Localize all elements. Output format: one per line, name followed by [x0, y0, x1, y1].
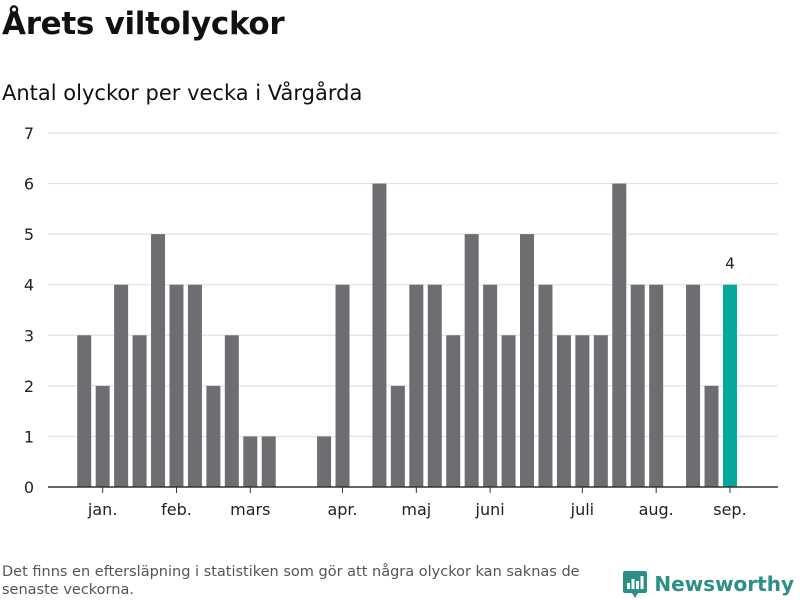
bar — [427, 284, 442, 487]
bar — [612, 183, 627, 488]
brand-name: Newsworthy — [654, 572, 794, 596]
x-tick-label: aug. — [639, 500, 674, 519]
data-label: 4 — [725, 255, 735, 273]
chart-subtitle: Antal olyckor per vecka i Vårgårda — [2, 81, 363, 105]
footnote: Det finns en eftersläpning i statistiken… — [2, 564, 580, 598]
bar — [132, 335, 147, 487]
bar — [704, 385, 719, 487]
bar — [206, 385, 221, 487]
y-axis-ticks: 0 1 2 3 4 5 6 7 — [24, 124, 34, 497]
bar — [575, 335, 590, 487]
bar — [446, 335, 461, 487]
y-tick-label: 6 — [24, 175, 34, 194]
bar — [151, 234, 166, 487]
bar — [261, 436, 276, 487]
bar — [317, 436, 332, 487]
y-tick-label: 2 — [24, 377, 34, 396]
bar — [187, 284, 202, 487]
y-tick-label: 0 — [24, 478, 34, 497]
y-tick-label: 7 — [24, 124, 34, 143]
bar — [224, 335, 239, 487]
y-tick-label: 1 — [24, 427, 34, 446]
brand-logo: Newsworthy — [622, 569, 794, 599]
bar — [77, 335, 92, 487]
x-tick-label: sep. — [713, 500, 746, 519]
x-tick-label: jan. — [87, 500, 117, 519]
bar — [630, 284, 645, 487]
newsworthy-logo-icon — [623, 571, 648, 598]
x-tick-label: mars — [230, 500, 270, 519]
bar — [95, 385, 110, 487]
bars — [77, 183, 737, 488]
x-axis: jan. feb. mars apr. maj juni juli aug. sep. — [48, 486, 778, 519]
bar — [520, 234, 535, 487]
bar — [483, 284, 498, 487]
bar-chart: 0 1 2 3 4 5 6 7 4 jan. feb. mars apr. maj juni juli au… — [24, 124, 778, 519]
x-tick-label: apr. — [327, 500, 357, 519]
bar — [538, 284, 553, 487]
bar — [501, 335, 516, 487]
bar — [593, 335, 608, 487]
y-tick-label: 5 — [24, 225, 34, 244]
bar-highlighted — [722, 284, 737, 487]
bar — [464, 234, 479, 487]
y-tick-label: 4 — [24, 276, 34, 295]
bar — [372, 183, 387, 488]
data-labels: 4 — [725, 255, 735, 273]
bar — [114, 284, 129, 487]
chart-title: Årets viltolyckor — [2, 6, 285, 42]
bar — [243, 436, 258, 487]
bar — [556, 335, 571, 487]
bar — [649, 284, 664, 487]
bar — [335, 284, 350, 487]
x-tick-label: maj — [401, 500, 431, 519]
x-tick-label: feb. — [161, 500, 192, 519]
x-tick-label: juni — [475, 500, 505, 519]
bar — [169, 284, 184, 487]
bar — [390, 385, 405, 487]
x-tick-label: juli — [570, 500, 594, 519]
bar — [409, 284, 424, 487]
y-tick-label: 3 — [24, 326, 34, 345]
bar — [686, 284, 701, 487]
